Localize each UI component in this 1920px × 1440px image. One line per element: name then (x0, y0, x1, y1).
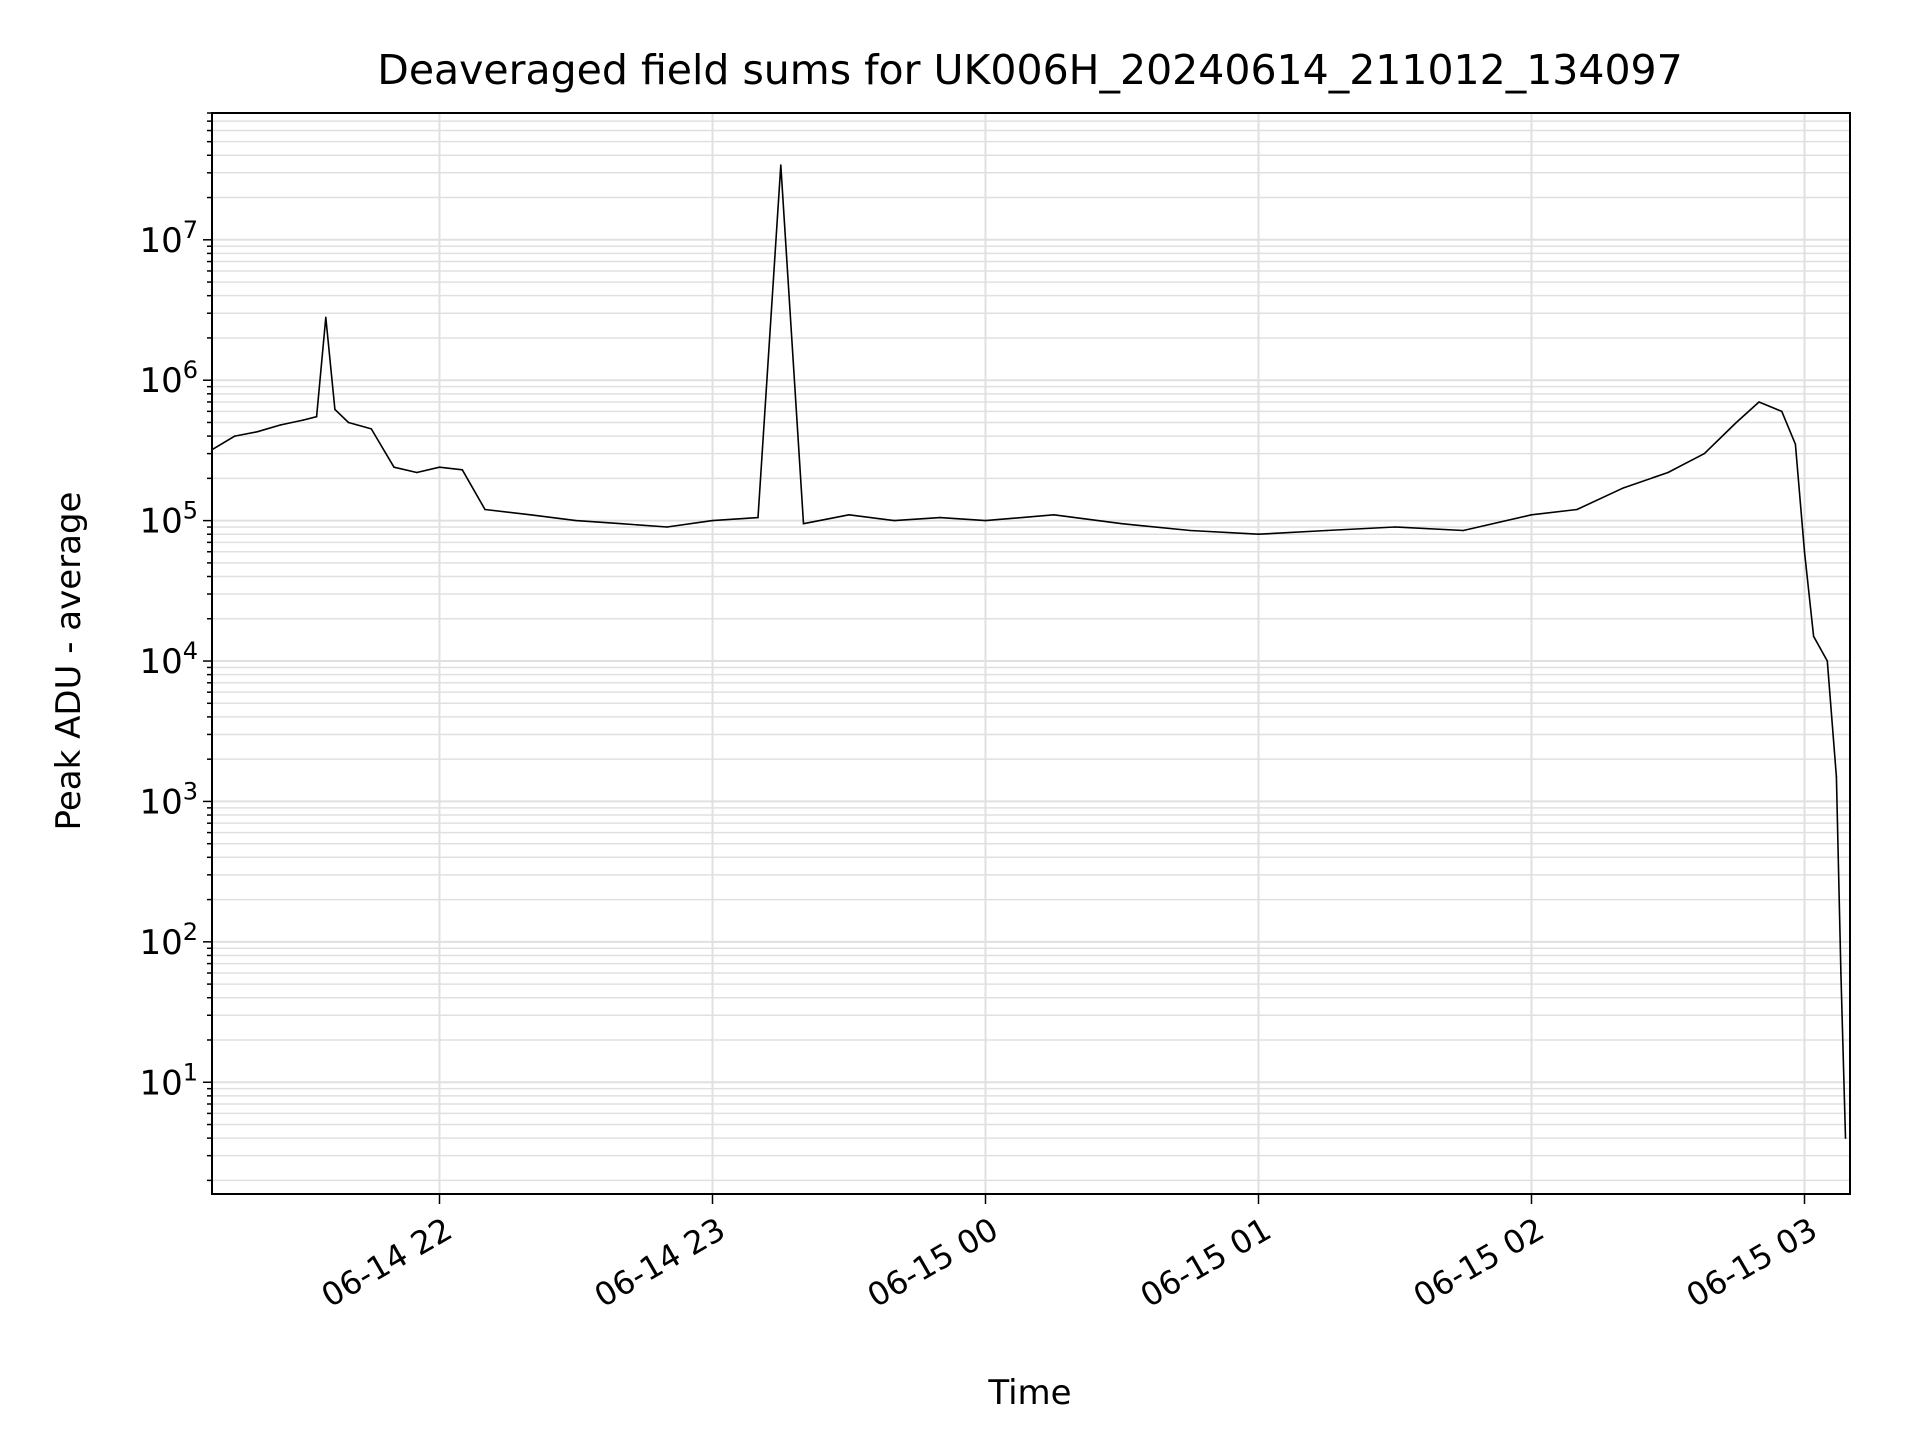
data-point (1621, 487, 1624, 490)
data-point (1394, 526, 1396, 528)
data-point (484, 508, 486, 511)
data-point (315, 415, 318, 418)
data-point (334, 408, 336, 411)
data-point (1053, 514, 1055, 516)
data-point (370, 428, 373, 430)
data-point (893, 519, 896, 522)
data-point (1735, 421, 1738, 424)
y-tick-label: 101 (139, 1058, 198, 1103)
data-point (1794, 443, 1797, 446)
y-tick-label: 102 (139, 918, 198, 963)
data-point (1840, 972, 1842, 974)
data-point (1576, 508, 1578, 511)
y-tick-label: 104 (139, 637, 198, 682)
y-tick-label: 106 (139, 356, 198, 401)
data-point (780, 164, 782, 166)
data-point (1844, 1137, 1847, 1139)
data-point (802, 522, 805, 525)
data-point (1121, 522, 1123, 525)
data-point (416, 471, 418, 474)
data-point (1326, 529, 1328, 532)
data-point (1781, 410, 1783, 413)
data-point (666, 526, 668, 528)
data-point (347, 421, 350, 424)
x-axis-label: Time (987, 1373, 1071, 1413)
data-point (1826, 660, 1829, 662)
y-axis-label: Peak ADU - average (49, 492, 89, 831)
data-point (529, 514, 532, 516)
data-point (256, 430, 259, 433)
data-point (1257, 533, 1260, 535)
plot-area (211, 164, 1847, 1139)
data-point (1530, 514, 1533, 516)
grid-lines (212, 112, 1850, 1194)
data-point (848, 514, 850, 516)
data-point (461, 469, 464, 471)
axes-frame (211, 112, 1851, 1195)
data-point (984, 519, 987, 522)
data-point (279, 424, 282, 426)
data-point (620, 522, 623, 525)
data-point (1758, 401, 1760, 403)
data-point (1462, 529, 1465, 532)
data-point (393, 466, 395, 469)
data-point (711, 519, 714, 522)
y-tick-label: 107 (139, 216, 198, 261)
data-point (1835, 775, 1838, 778)
data-point (1189, 529, 1192, 532)
data-point (438, 466, 441, 469)
data-point (939, 516, 941, 519)
data-point (234, 435, 236, 437)
data-point (757, 516, 759, 519)
y-tick-label: 103 (139, 777, 198, 822)
data-point (1667, 471, 1669, 474)
data-point (575, 519, 577, 522)
y-tick-label: 105 (139, 497, 198, 542)
data-point (1812, 635, 1815, 638)
data-point (1703, 452, 1706, 455)
chart-title: Deaveraged field sums for UK006H_2024061… (377, 46, 1682, 94)
data-point (325, 316, 327, 319)
data-point (302, 419, 304, 421)
data-point (1803, 551, 1806, 553)
